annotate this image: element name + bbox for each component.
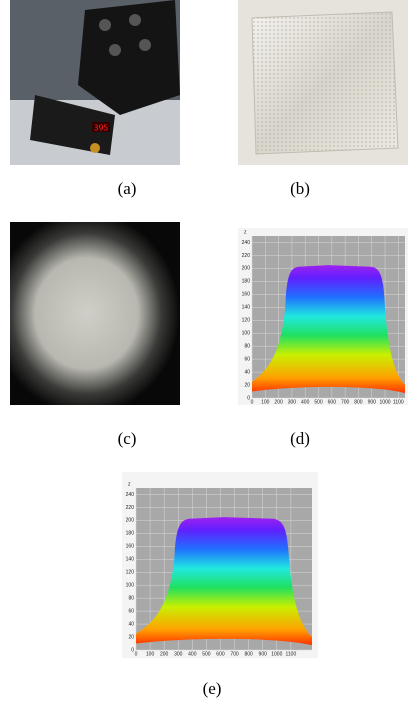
x-tick-label: 700 (341, 399, 350, 405)
x-tick-label: 500 (314, 399, 323, 405)
svg-text:395: 395 (94, 124, 109, 133)
y-tick-label: 160 (126, 544, 135, 550)
photo-a: 395 (10, 0, 180, 165)
y-tick-label: 40 (244, 369, 250, 375)
y-tick-label: 220 (126, 505, 135, 511)
y-tick-label: 100 (242, 331, 251, 337)
axis-label: z (244, 229, 247, 235)
y-tick-label: 20 (128, 634, 134, 640)
y-tick-label: 80 (244, 343, 250, 349)
y-tick-label: 60 (128, 608, 134, 614)
y-tick-label: 100 (126, 583, 135, 589)
x-tick-label: 1100 (285, 651, 296, 657)
y-tick-label: 60 (244, 356, 250, 362)
y-tick-label: 180 (242, 279, 251, 285)
x-tick-label: 1000 (379, 399, 390, 405)
axis-label: z (128, 481, 131, 487)
x-tick-label: 900 (259, 651, 268, 657)
y-tick-label: 240 (126, 492, 135, 498)
plot: 0 20 40 60 80 100 120 140 160 180 200 220 240 0 100 200… (238, 228, 408, 405)
surface (136, 517, 312, 646)
x-tick-label: 400 (188, 651, 197, 657)
plot: 0 20 40 60 80 100 120 140 160 180 200 220 240 0 100 200… (122, 472, 318, 658)
y-tick-label: 0 (247, 395, 250, 401)
surface (252, 265, 405, 394)
panel-label: (b) (290, 179, 310, 198)
x-tick-label: 300 (288, 399, 297, 405)
x-tick-label: 400 (301, 399, 310, 405)
x-tick-label: 300 (174, 651, 183, 657)
x-tick-label: 200 (274, 399, 283, 405)
y-tick-label: 180 (126, 531, 135, 537)
x-tick-label: 200 (160, 651, 169, 657)
x-tick-label: 100 (261, 399, 270, 405)
y-tick-label: 80 (128, 595, 134, 601)
y-tick-label: 220 (242, 253, 251, 259)
y-tick-label: 120 (242, 318, 251, 324)
x-tick-label: 0 (135, 651, 138, 657)
x-tick-label: 1000 (271, 651, 282, 657)
panel-label: (d) (290, 429, 310, 448)
x-tick-label: 1100 (393, 399, 404, 405)
photo-c (10, 222, 180, 405)
x-tick-label: 600 (216, 651, 225, 657)
x-tick-label: 800 (244, 651, 253, 657)
x-tick-label: 100 (146, 651, 155, 657)
x-tick-label: 600 (328, 399, 337, 405)
y-tick-label: 200 (126, 518, 135, 524)
panel-label: (c) (118, 429, 137, 448)
y-tick-label: 200 (242, 266, 251, 272)
y-tick-label: 120 (126, 570, 135, 576)
y-tick-label: 20 (244, 382, 250, 388)
y-tick-label: 160 (242, 292, 251, 298)
panel-label: (e) (203, 679, 222, 698)
x-tick-label: 0 (251, 399, 254, 405)
y-tick-label: 140 (242, 305, 251, 311)
x-tick-label: 900 (368, 399, 377, 405)
panel-label: (a) (118, 179, 137, 198)
y-tick-label: 140 (126, 557, 135, 563)
y-tick-label: 40 (128, 621, 134, 627)
x-tick-label: 800 (354, 399, 363, 405)
x-tick-label: 500 (202, 651, 211, 657)
y-tick-label: 240 (242, 240, 251, 246)
photo-b (238, 0, 408, 165)
x-tick-label: 700 (230, 651, 239, 657)
y-tick-label: 0 (131, 647, 134, 653)
